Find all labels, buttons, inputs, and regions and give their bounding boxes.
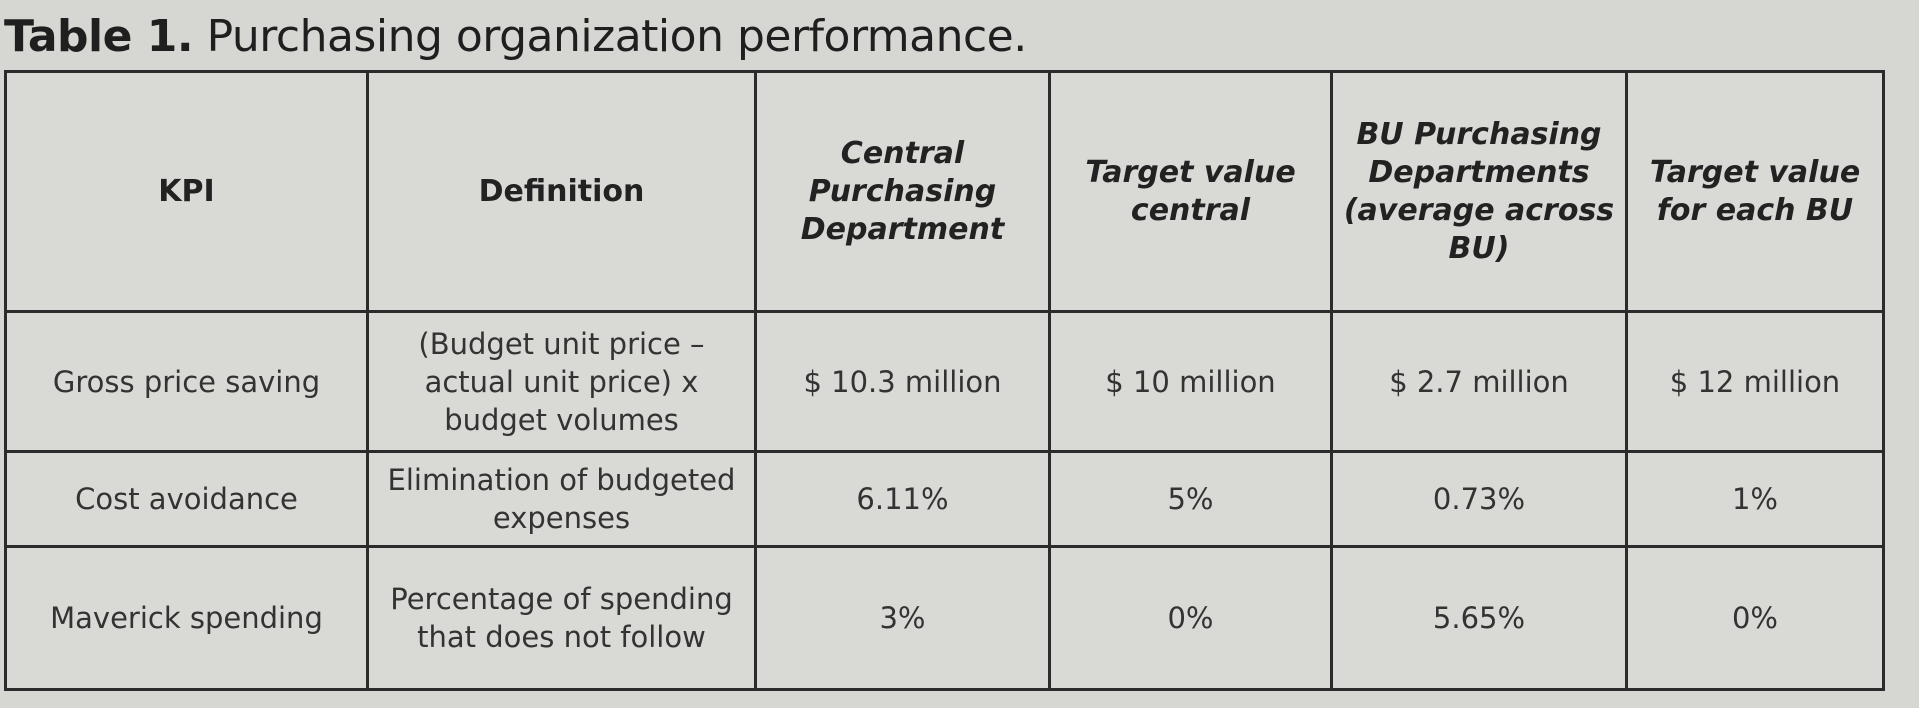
header-kpi: KPI [4,70,369,313]
header-definition: Definition [366,70,757,313]
table-caption-text: Purchasing organization performance. [206,11,1028,62]
cell-target-bu: 0% [1625,545,1885,691]
table-row: Cost avoidance Elimination of budgeted e… [4,450,1885,548]
header-bu-purchasing: BU Purchasing Departments (average acros… [1330,70,1628,313]
cell-bu-value: 5.65% [1330,545,1628,691]
cell-target-central: 5% [1048,450,1333,548]
cell-kpi: Maverick spending [4,545,369,691]
cell-central-value: 3% [754,545,1051,691]
header-target-bu: Target value for each BU [1625,70,1885,313]
purchasing-performance-table: KPI Definition Central Purchasing Depart… [4,70,1885,691]
cell-target-central: $ 10 million [1048,310,1333,453]
cell-definition: Percentage of spending that does not fol… [366,545,757,691]
table-caption-label: Table 1. [4,11,194,62]
header-central-purchasing: Central Purchasing Department [754,70,1051,313]
table-row: Maverick spending Percentage of spending… [4,545,1885,691]
cell-target-bu: $ 12 million [1625,310,1885,453]
cell-kpi: Gross price saving [4,310,369,453]
cell-definition: Elimination of budgeted expenses [366,450,757,548]
cell-central-value: $ 10.3 million [754,310,1051,453]
cell-central-value: 6.11% [754,450,1051,548]
table-caption: Table 1. Purchasing organization perform… [4,2,1027,72]
cell-target-central: 0% [1048,545,1333,691]
cell-target-bu: 1% [1625,450,1885,548]
table-header-row: KPI Definition Central Purchasing Depart… [4,70,1885,313]
cell-kpi: Cost avoidance [4,450,369,548]
header-target-central: Target value central [1048,70,1333,313]
cell-bu-value: $ 2.7 million [1330,310,1628,453]
cell-definition: (Budget unit price – actual unit price) … [366,310,757,453]
cell-bu-value: 0.73% [1330,450,1628,548]
table-row: Gross price saving (Budget unit price – … [4,310,1885,453]
